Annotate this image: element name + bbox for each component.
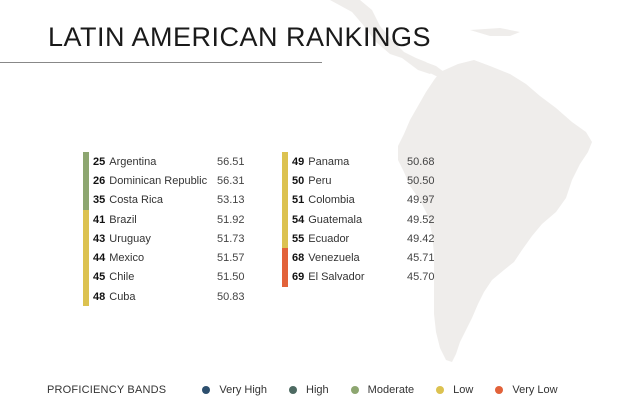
- country-name: Panama: [308, 155, 350, 168]
- rankings-left-column: 25 Argentina 56.51 26 Dominican Republic…: [83, 152, 253, 307]
- ranking-row: 69 El Salvador 45.70: [282, 267, 472, 288]
- legend-label: High: [306, 384, 329, 396]
- legend-item-very-high: Very High: [202, 384, 267, 396]
- score-value: 53.13: [217, 194, 245, 207]
- country-name: Venezuela: [308, 252, 360, 265]
- country-name: Costa Rica: [109, 194, 164, 207]
- band-bar-very-low: [282, 267, 288, 288]
- score-value: 49.52: [407, 213, 435, 226]
- score-value: 56.51: [217, 155, 245, 168]
- legend-item-high: High: [289, 384, 329, 396]
- legend-item-moderate: Moderate: [350, 384, 415, 396]
- country-name: Guatemala: [308, 213, 363, 226]
- legend-label: Very Low: [512, 384, 558, 396]
- ranking-row: 25 Argentina 56.51: [83, 152, 253, 172]
- rank-number: 54: [292, 213, 305, 226]
- band-bar-low: [282, 152, 288, 172]
- band-bar-low: [282, 171, 288, 191]
- band-bar-moderate: [83, 190, 89, 210]
- score-value: 49.42: [407, 232, 435, 245]
- very-low-dot-icon: [495, 386, 504, 394]
- high-dot-icon: [289, 386, 298, 394]
- ranking-row: 51 Colombia 49.97: [282, 190, 472, 210]
- country-name: Peru: [308, 174, 332, 187]
- band-bar-low: [282, 209, 288, 230]
- country-name: Uruguay: [109, 232, 151, 245]
- rank-number: 35: [93, 194, 106, 207]
- page-title: LATIN AMERICAN RANKINGS: [48, 22, 432, 52]
- country-name: Dominican Republic: [109, 174, 208, 187]
- country-name: Chile: [109, 271, 135, 284]
- rank-number: 48: [93, 290, 106, 303]
- band-bar-low: [282, 190, 288, 210]
- rank-number: 69: [292, 271, 305, 284]
- score-value: 49.97: [407, 194, 435, 207]
- score-value: 45.71: [407, 252, 435, 265]
- legend-label: Moderate: [367, 384, 415, 396]
- ranking-row: 49 Panama 50.68: [282, 152, 472, 172]
- band-bar-low: [282, 229, 288, 249]
- ranking-row: 68 Venezuela 45.71: [282, 248, 472, 268]
- country-name: Argentina: [109, 155, 157, 168]
- rank-number: 25: [93, 155, 106, 168]
- band-bar-moderate: [83, 152, 89, 172]
- rank-number: 26: [93, 174, 106, 187]
- country-name: Colombia: [308, 194, 355, 207]
- legend-title: PROFICIENCY BANDS: [47, 384, 167, 396]
- ranking-row: 54 Guatemala 49.52: [282, 209, 472, 230]
- legend-label: Very High: [219, 384, 268, 396]
- ranking-row: 35 Costa Rica 53.13: [83, 190, 253, 210]
- country-name: Mexico: [109, 252, 145, 265]
- score-value: 45.70: [407, 271, 435, 284]
- band-bar-moderate: [83, 171, 89, 191]
- ranking-row: 50 Peru 50.50: [282, 171, 472, 191]
- ranking-row: 43 Uruguay 51.73: [83, 229, 253, 249]
- score-value: 51.50: [217, 271, 245, 284]
- rank-number: 51: [292, 194, 305, 207]
- rank-number: 43: [93, 232, 106, 245]
- band-bar-low: [83, 287, 89, 307]
- score-value: 51.73: [217, 232, 245, 245]
- ranking-row: 55 Ecuador 49.42: [282, 229, 472, 249]
- score-value: 50.83: [217, 290, 245, 303]
- score-value: 56.31: [217, 174, 245, 187]
- legend-label: Low: [453, 384, 474, 396]
- title-divider: [0, 62, 322, 63]
- band-bar-low: [83, 209, 89, 230]
- rank-number: 44: [93, 252, 106, 265]
- country-name: Brazil: [109, 213, 137, 226]
- country-name: Ecuador: [308, 232, 350, 245]
- ranking-row: 26 Dominican Republic 56.31: [83, 171, 253, 191]
- rank-number: 49: [292, 155, 305, 168]
- legend-item-very-low: Very Low: [495, 384, 558, 396]
- rank-number: 68: [292, 252, 305, 265]
- country-name: Cuba: [109, 290, 136, 303]
- proficiency-legend: PROFICIENCY BANDS Very High High Moderat…: [47, 384, 580, 396]
- band-bar-low: [83, 248, 89, 268]
- rank-number: 41: [93, 213, 106, 226]
- very-high-dot-icon: [202, 386, 211, 394]
- legend-item-low: Low: [436, 384, 473, 396]
- rank-number: 50: [292, 174, 305, 187]
- ranking-row: 48 Cuba 50.83: [83, 287, 253, 307]
- rankings-right-column: 49 Panama 50.68 50 Peru 50.50 51 Colombi…: [282, 152, 472, 288]
- score-value: 50.50: [407, 174, 435, 187]
- moderate-dot-icon: [350, 386, 359, 394]
- band-bar-very-low: [282, 248, 288, 268]
- band-bar-low: [83, 229, 89, 249]
- score-value: 51.57: [217, 252, 245, 265]
- ranking-row: 45 Chile 51.50: [83, 267, 253, 288]
- low-dot-icon: [436, 386, 445, 394]
- ranking-row: 44 Mexico 51.57: [83, 248, 253, 268]
- band-bar-low: [83, 267, 89, 288]
- rank-number: 55: [292, 232, 305, 245]
- ranking-row: 41 Brazil 51.92: [83, 209, 253, 230]
- country-name: El Salvador: [308, 271, 365, 284]
- rank-number: 45: [93, 271, 106, 284]
- score-value: 51.92: [217, 213, 245, 226]
- score-value: 50.68: [407, 155, 435, 168]
